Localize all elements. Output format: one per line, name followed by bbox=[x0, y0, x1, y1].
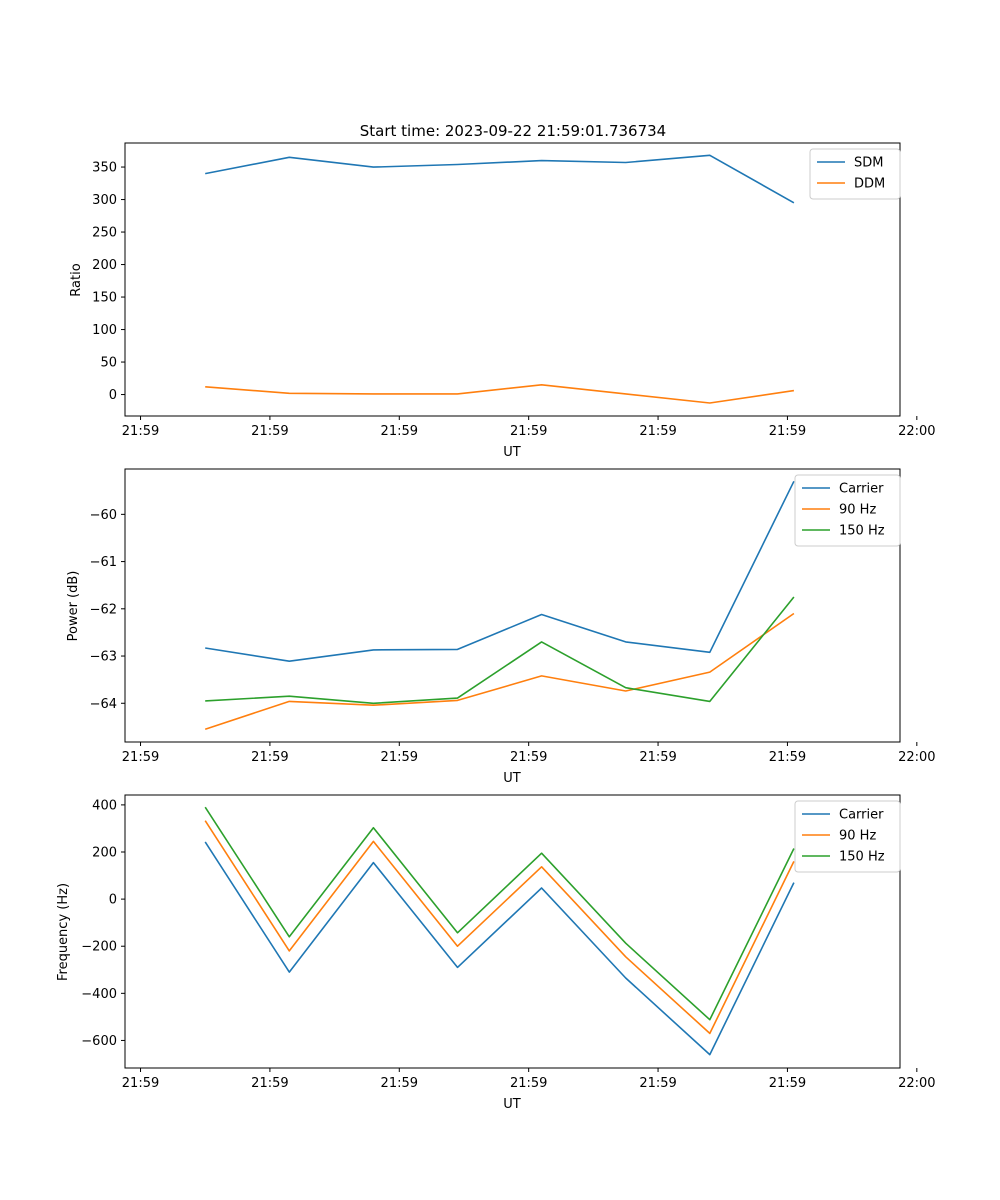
x-tick-label: 21:59 bbox=[769, 424, 806, 439]
y-axis-label: Ratio bbox=[69, 263, 84, 296]
series-line-90-hz bbox=[204, 820, 795, 1035]
legend: SDM DDM bbox=[809, 148, 901, 200]
frequency-panel: UT Frequency (Hz) 21:59 21:59 21:59 21:59 21… bbox=[56, 794, 936, 1112]
series-line-carrier bbox=[204, 841, 795, 1056]
y-tick-label: −200 bbox=[81, 940, 117, 955]
x-axis-label: UT bbox=[503, 1097, 521, 1112]
x-tick-label: 22:00 bbox=[898, 424, 935, 439]
axes-frame bbox=[124, 794, 901, 1069]
x-tick-label: 21:59 bbox=[251, 424, 288, 439]
x-tick-label: 21:59 bbox=[251, 750, 288, 765]
y-tick-label: 0 bbox=[109, 893, 117, 908]
legend: Carrier 90 Hz 150 Hz bbox=[794, 474, 901, 547]
y-tick-label: 150 bbox=[92, 291, 117, 306]
x-tick-label: 21:59 bbox=[639, 750, 676, 765]
series-line-ddm bbox=[205, 383, 795, 404]
y-tick-label: −600 bbox=[81, 1034, 117, 1049]
legend-label: DDM bbox=[854, 177, 885, 192]
y-axis-label: Power (dB) bbox=[66, 571, 81, 642]
x-tick-label: 21:59 bbox=[769, 750, 806, 765]
series-line-150-hz bbox=[205, 596, 795, 705]
x-tick-label: 21:59 bbox=[510, 424, 547, 439]
legend-box bbox=[794, 474, 901, 547]
y-tick-label: 100 bbox=[92, 323, 117, 338]
y-tick-label: 200 bbox=[92, 258, 117, 273]
legend-label: 90 Hz bbox=[839, 503, 876, 518]
legend: Carrier 90 Hz 150 Hz bbox=[794, 800, 901, 873]
y-tick-label: −60 bbox=[90, 508, 117, 523]
y-axis-label: Frequency (Hz) bbox=[56, 883, 71, 981]
x-tick-label: 21:59 bbox=[251, 1076, 288, 1091]
x-tick-label: 21:59 bbox=[381, 1076, 418, 1091]
power-panel: UT Power (dB) 21:59 21:59 21:59 21:59 21:59 2… bbox=[66, 468, 936, 786]
y-tick-label: 400 bbox=[92, 798, 117, 813]
y-tick-label: −61 bbox=[90, 555, 117, 570]
axes-frame bbox=[124, 468, 901, 743]
x-tick-label: 21:59 bbox=[381, 424, 418, 439]
series-line-90-hz bbox=[204, 612, 795, 730]
y-tick-label: 200 bbox=[92, 846, 117, 861]
x-tick-label: 21:59 bbox=[122, 1076, 159, 1091]
x-axis-label: UT bbox=[503, 771, 521, 786]
x-tick-label: 22:00 bbox=[898, 1076, 935, 1091]
x-axis-label: UT bbox=[503, 445, 521, 460]
legend-box bbox=[794, 800, 901, 873]
y-tick-label: −64 bbox=[90, 697, 117, 712]
y-tick-label: 50 bbox=[100, 356, 117, 371]
x-tick-label: 21:59 bbox=[639, 1076, 676, 1091]
x-tick-label: 21:59 bbox=[122, 424, 159, 439]
legend-label: Carrier bbox=[839, 482, 884, 497]
x-tick-label: 21:59 bbox=[381, 750, 418, 765]
legend-label: SDM bbox=[854, 156, 883, 171]
series-line-sdm bbox=[205, 154, 795, 204]
y-tick-label: −62 bbox=[90, 602, 117, 617]
y-tick-label: 250 bbox=[92, 226, 117, 241]
legend-label: 150 Hz bbox=[839, 850, 885, 865]
x-tick-label: 21:59 bbox=[510, 1076, 547, 1091]
series-line-carrier bbox=[205, 480, 795, 663]
x-tick-label: 21:59 bbox=[510, 750, 547, 765]
y-tick-label: 0 bbox=[109, 388, 117, 403]
y-tick-label: 350 bbox=[92, 161, 117, 176]
ratio-panel: Start time: 2023-09-22 21:59:01.736734 U… bbox=[69, 122, 936, 460]
x-tick-label: 21:59 bbox=[769, 1076, 806, 1091]
legend-label: 90 Hz bbox=[839, 829, 876, 844]
chart-title: Start time: 2023-09-22 21:59:01.736734 bbox=[360, 122, 666, 140]
series-line-150-hz bbox=[204, 806, 795, 1021]
y-tick-label: −63 bbox=[90, 650, 117, 665]
legend-label: Carrier bbox=[839, 808, 884, 823]
y-tick-label: −400 bbox=[81, 987, 117, 1002]
legend-label: 150 Hz bbox=[839, 524, 885, 539]
axes-frame bbox=[124, 142, 901, 417]
x-tick-label: 21:59 bbox=[639, 424, 676, 439]
x-tick-label: 21:59 bbox=[122, 750, 159, 765]
x-tick-label: 22:00 bbox=[898, 750, 935, 765]
y-tick-label: 300 bbox=[92, 193, 117, 208]
